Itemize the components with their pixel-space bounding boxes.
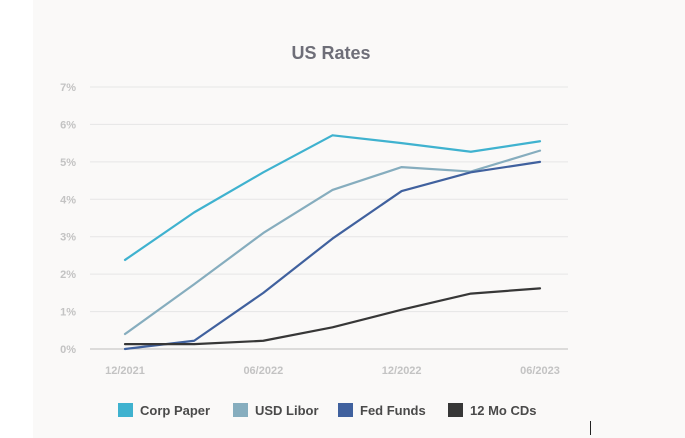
legend-swatch	[448, 403, 463, 417]
y-tick-label: 3%	[60, 232, 76, 244]
grid	[90, 86, 568, 350]
legend-label: 12 Mo CDs	[470, 403, 536, 418]
y-tick-label: 7%	[60, 82, 76, 94]
legend-swatch	[338, 403, 353, 417]
legend-label: USD Libor	[255, 403, 319, 418]
legend: Corp Paper USD Libor Fed Funds 12 Mo CDs	[118, 403, 536, 418]
series-line-usd-libor	[123, 149, 542, 336]
x-axis: 12/2021 06/2022 12/2022 06/2023	[105, 365, 560, 377]
legend-item: USD Libor	[233, 403, 319, 418]
y-tick-label: 4%	[60, 194, 76, 206]
legend-swatch	[118, 403, 133, 417]
y-axis: 0% 1% 2% 3% 4% 5% 6% 7%	[60, 82, 76, 356]
cursor-mark	[590, 421, 591, 435]
x-tick-label: 12/2021	[105, 365, 145, 377]
chart-title: US Rates	[291, 43, 370, 63]
plot-area	[123, 134, 542, 351]
series-line-corp-paper	[123, 134, 542, 262]
y-tick-label: 0%	[60, 344, 76, 356]
series-line-12-mo-cds	[123, 287, 542, 346]
y-tick-label: 5%	[60, 157, 76, 169]
y-tick-label: 6%	[60, 119, 76, 131]
y-tick-label: 1%	[60, 307, 76, 319]
legend-item: Fed Funds	[338, 403, 426, 418]
legend-item: Corp Paper	[118, 403, 210, 418]
x-tick-label: 06/2022	[243, 365, 283, 377]
x-tick-label: 12/2022	[382, 365, 422, 377]
chart-panel	[33, 0, 685, 438]
series-line-fed-funds	[123, 160, 542, 351]
x-tick-label: 06/2023	[520, 365, 560, 377]
legend-swatch	[233, 403, 248, 417]
legend-item: 12 Mo CDs	[448, 403, 536, 418]
y-tick-label: 2%	[60, 269, 76, 281]
legend-label: Fed Funds	[360, 403, 426, 418]
legend-label: Corp Paper	[140, 403, 210, 418]
